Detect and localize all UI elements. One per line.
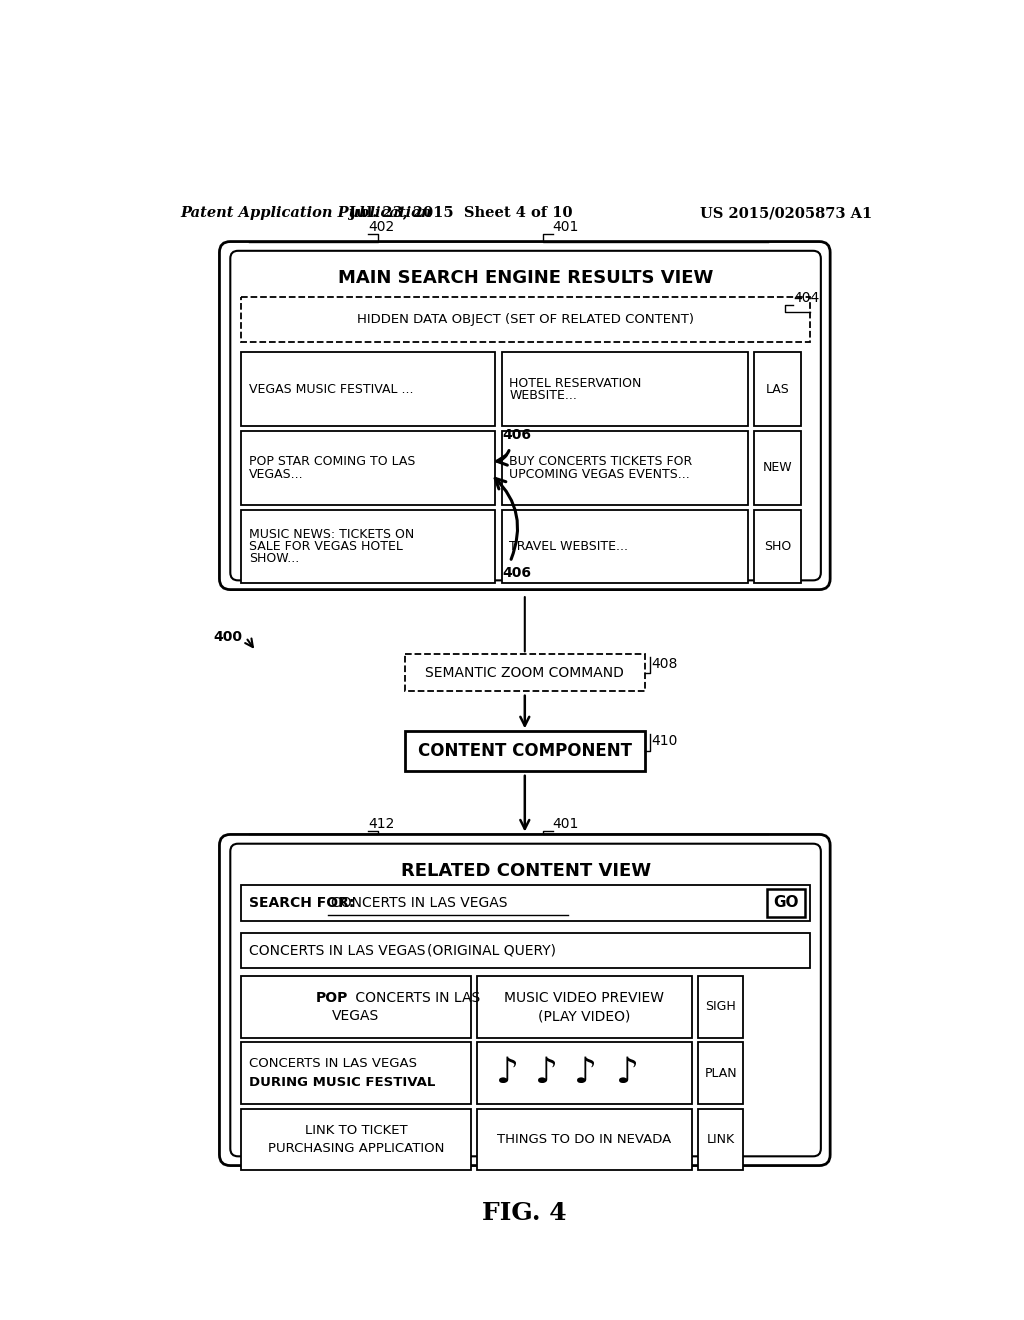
- Text: ♪: ♪: [573, 1056, 597, 1090]
- Bar: [241, 1043, 471, 1104]
- Text: SEARCH FOR:: SEARCH FOR:: [249, 896, 354, 909]
- Text: WEBSITE...: WEBSITE...: [509, 389, 578, 403]
- Bar: [477, 1109, 692, 1170]
- Bar: [698, 1109, 743, 1170]
- Text: SHOW...: SHOW...: [249, 552, 299, 565]
- Text: CONTENT COMPONENT: CONTENT COMPONENT: [418, 742, 632, 760]
- Text: HOTEL RESERVATION: HOTEL RESERVATION: [509, 376, 642, 389]
- Text: VEGAS...: VEGAS...: [249, 467, 303, 480]
- Text: UPCOMING VEGAS EVENTS...: UPCOMING VEGAS EVENTS...: [509, 467, 690, 480]
- Text: MUSIC NEWS: TICKETS ON: MUSIC NEWS: TICKETS ON: [249, 528, 414, 541]
- Text: LINK TO TICKET: LINK TO TICKET: [304, 1123, 408, 1137]
- Bar: [502, 352, 748, 426]
- Text: LINK: LINK: [707, 1133, 735, 1146]
- Text: VEGAS: VEGAS: [332, 1010, 380, 1023]
- Bar: [502, 510, 748, 583]
- Bar: [241, 933, 810, 969]
- Text: POP STAR COMING TO LAS: POP STAR COMING TO LAS: [249, 455, 416, 469]
- Text: ♪: ♪: [497, 1056, 519, 1090]
- Text: POP: POP: [315, 991, 348, 1005]
- Text: ♪: ♪: [535, 1056, 558, 1090]
- Text: SEMANTIC ZOOM COMMAND: SEMANTIC ZOOM COMMAND: [425, 665, 625, 680]
- Text: LAS: LAS: [766, 383, 790, 396]
- Text: (PLAY VIDEO): (PLAY VIDEO): [539, 1010, 631, 1023]
- Text: 410: 410: [651, 734, 678, 748]
- Text: ♪: ♪: [616, 1056, 639, 1090]
- Text: SHO: SHO: [764, 540, 792, 553]
- Text: 402: 402: [369, 220, 394, 234]
- Text: US 2015/0205873 A1: US 2015/0205873 A1: [699, 206, 872, 220]
- FancyBboxPatch shape: [219, 834, 830, 1166]
- Bar: [241, 352, 496, 426]
- Bar: [241, 1109, 471, 1170]
- Text: TRAVEL WEBSITE...: TRAVEL WEBSITE...: [509, 540, 629, 553]
- Text: Jul. 23, 2015  Sheet 4 of 10: Jul. 23, 2015 Sheet 4 of 10: [349, 206, 573, 220]
- Text: NEW: NEW: [763, 462, 793, 474]
- Text: FIG. 4: FIG. 4: [482, 1201, 567, 1225]
- FancyBboxPatch shape: [230, 251, 821, 581]
- Text: RELATED CONTENT VIEW: RELATED CONTENT VIEW: [400, 862, 650, 879]
- Bar: [241, 886, 810, 921]
- Text: BUY CONCERTS TICKETS FOR: BUY CONCERTS TICKETS FOR: [509, 455, 692, 469]
- Bar: [477, 977, 692, 1038]
- Text: CONCERTS IN LAS: CONCERTS IN LAS: [351, 991, 480, 1005]
- Text: SALE FOR VEGAS HOTEL: SALE FOR VEGAS HOTEL: [249, 540, 402, 553]
- Bar: [404, 731, 645, 771]
- Text: 401: 401: [553, 817, 580, 832]
- Text: DURING MUSIC FESTIVAL: DURING MUSIC FESTIVAL: [249, 1076, 435, 1089]
- Bar: [241, 977, 471, 1038]
- Text: THINGS TO DO IN NEVADA: THINGS TO DO IN NEVADA: [498, 1133, 672, 1146]
- Text: (ORIGINAL QUERY): (ORIGINAL QUERY): [427, 944, 556, 958]
- Bar: [241, 510, 496, 583]
- Text: CONCERTS IN LAS VEGAS: CONCERTS IN LAS VEGAS: [249, 944, 425, 958]
- Bar: [767, 890, 805, 917]
- Text: MAIN SEARCH ENGINE RESULTS VIEW: MAIN SEARCH ENGINE RESULTS VIEW: [338, 269, 714, 286]
- Text: Patent Application Publication: Patent Application Publication: [180, 206, 432, 220]
- Text: SIGH: SIGH: [706, 1001, 736, 1014]
- Bar: [241, 430, 496, 504]
- Text: CONCERTS IN LAS VEGAS: CONCERTS IN LAS VEGAS: [249, 1057, 417, 1071]
- Text: 406: 406: [503, 428, 531, 442]
- Text: VEGAS MUSIC FESTIVAL ...: VEGAS MUSIC FESTIVAL ...: [249, 383, 414, 396]
- Bar: [698, 977, 743, 1038]
- Text: 401: 401: [553, 220, 580, 234]
- FancyBboxPatch shape: [219, 242, 830, 590]
- Text: MUSIC VIDEO PREVIEW: MUSIC VIDEO PREVIEW: [505, 991, 665, 1005]
- Bar: [755, 430, 801, 504]
- Text: CONCERTS IN LAS VEGAS: CONCERTS IN LAS VEGAS: [331, 896, 508, 909]
- Text: PURCHASING APPLICATION: PURCHASING APPLICATION: [267, 1142, 444, 1155]
- Text: PLAN: PLAN: [705, 1067, 737, 1080]
- Bar: [698, 1043, 743, 1104]
- Text: 400: 400: [214, 631, 243, 644]
- FancyBboxPatch shape: [230, 843, 821, 1156]
- Text: 404: 404: [793, 290, 819, 305]
- Bar: [502, 430, 748, 504]
- Text: HIDDEN DATA OBJECT (SET OF RELATED CONTENT): HIDDEN DATA OBJECT (SET OF RELATED CONTE…: [357, 313, 694, 326]
- Text: 406: 406: [503, 565, 531, 579]
- Bar: [755, 510, 801, 583]
- Bar: [404, 655, 645, 692]
- Text: 408: 408: [651, 657, 678, 672]
- Bar: [241, 297, 810, 342]
- Bar: [477, 1043, 692, 1104]
- Text: GO: GO: [773, 895, 799, 911]
- Text: 412: 412: [369, 817, 394, 832]
- Bar: [755, 352, 801, 426]
